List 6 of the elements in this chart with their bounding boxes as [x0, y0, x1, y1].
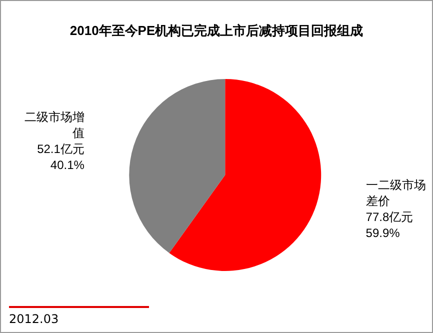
chart-title: 2010年至今PE机构已完成上市后减持项目回报组成 — [70, 23, 364, 38]
slice-label: 一二级市场差价 — [366, 178, 426, 208]
data-label: 52.1亿元 40.1% — [37, 142, 85, 172]
text: 2012.03 — [9, 312, 59, 326]
slice-label: 二级市场增值 — [24, 110, 84, 140]
data-label: 77.8亿元 59.9% — [366, 210, 414, 240]
